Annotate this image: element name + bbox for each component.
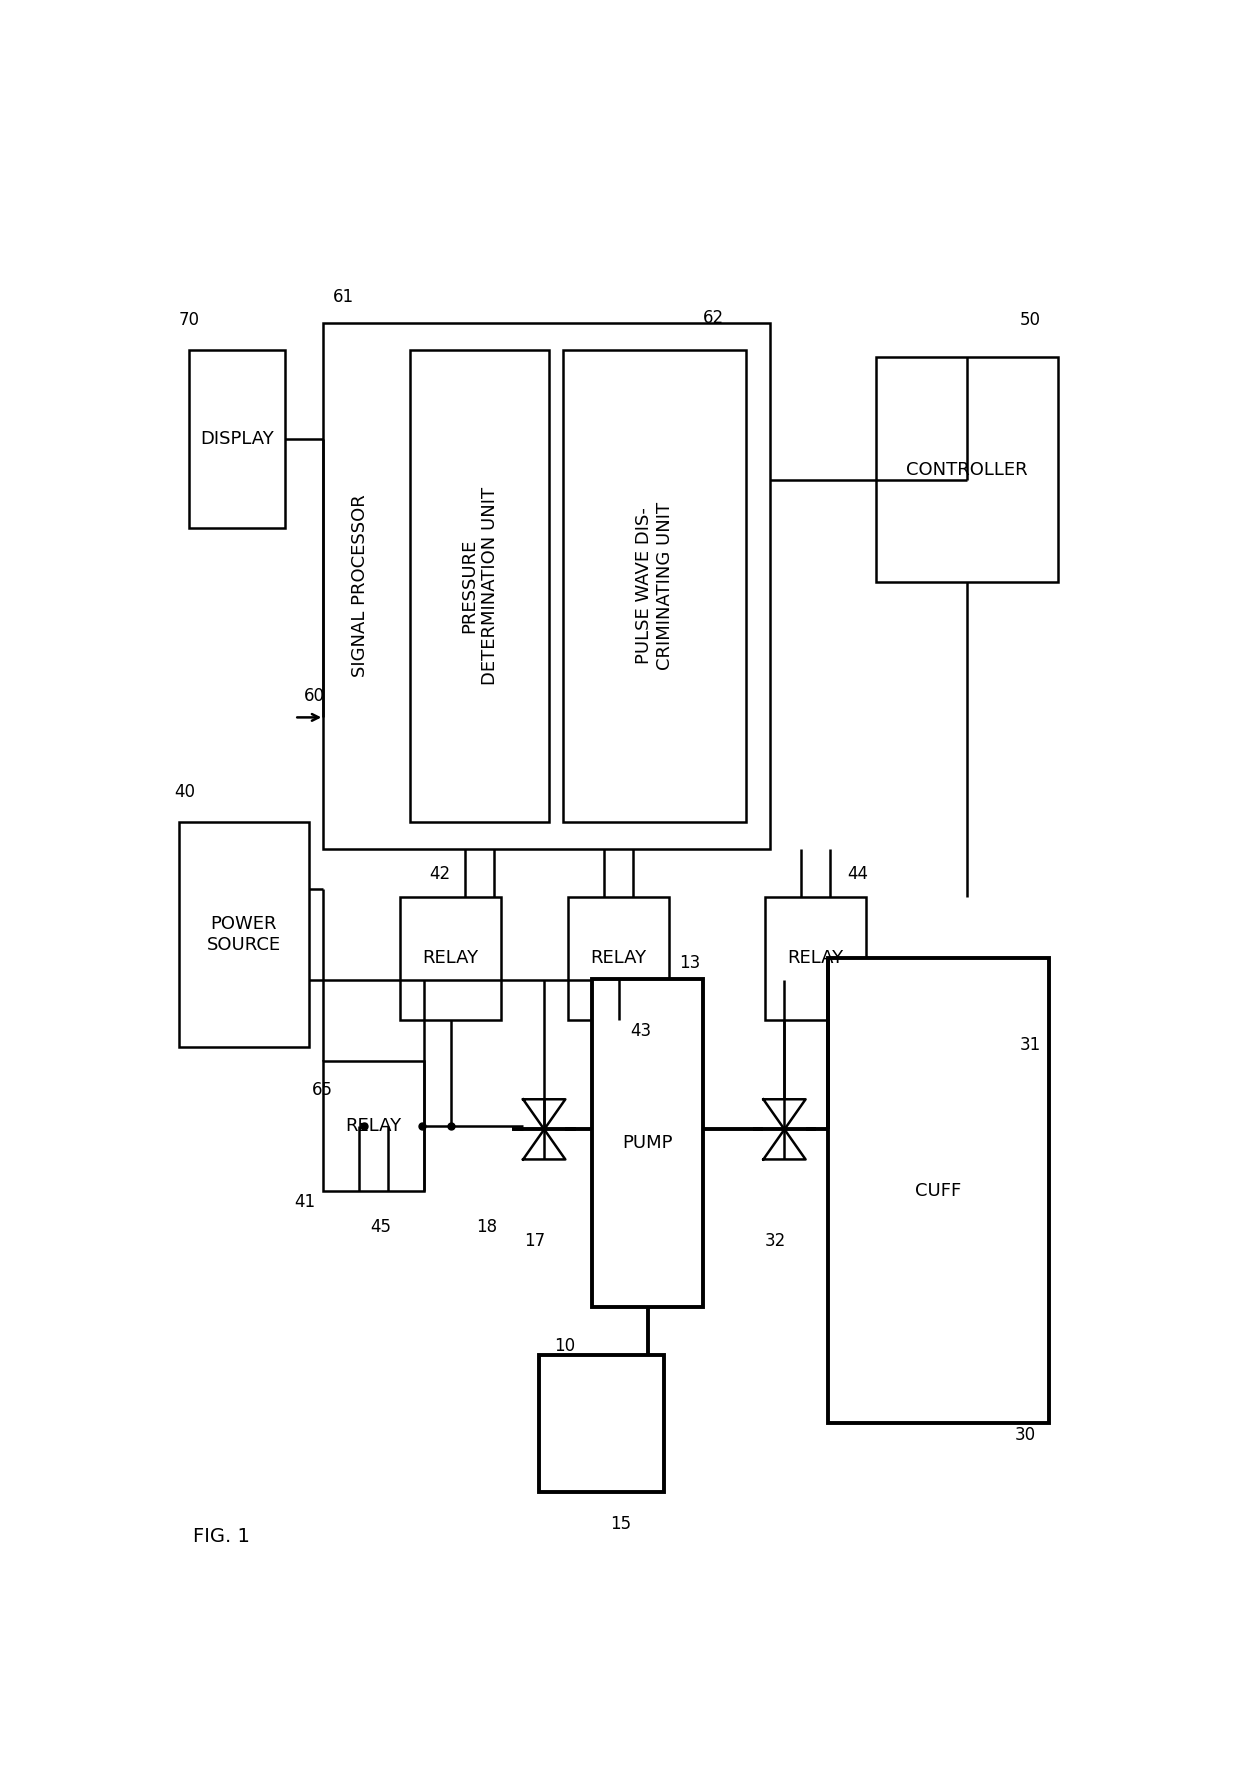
Text: 70: 70 [179,311,200,329]
Bar [765,897,866,1019]
Text: CONTROLLER: CONTROLLER [906,460,1028,478]
Text: 43: 43 [631,1023,652,1041]
Text: 41: 41 [294,1193,315,1211]
Text: PRESSURE
DETERMINATION UNIT: PRESSURE DETERMINATION UNIT [460,487,498,686]
Bar [593,979,703,1307]
Bar [324,323,770,849]
Text: 15: 15 [610,1515,631,1533]
Text: 30: 30 [1016,1426,1037,1444]
Text: 32: 32 [764,1233,785,1250]
Text: 65: 65 [311,1082,332,1099]
Text: 31: 31 [1019,1035,1042,1055]
Text: 62: 62 [703,309,724,327]
Text: 18: 18 [476,1218,497,1236]
Text: 61: 61 [332,288,353,305]
Text: RELAY: RELAY [590,950,647,968]
Text: POWER
SOURCE: POWER SOURCE [207,915,281,954]
Bar [188,350,285,527]
Bar [539,1355,665,1492]
Text: 44: 44 [847,865,868,883]
Text: PUMP: PUMP [622,1135,673,1153]
Text: SIGNAL PROCESSOR: SIGNAL PROCESSOR [351,494,368,677]
Text: 40: 40 [174,783,195,801]
Text: 45: 45 [371,1218,392,1236]
Bar [409,350,549,822]
Bar [563,350,746,822]
Text: 17: 17 [525,1233,546,1250]
Bar [828,959,1049,1423]
Text: 10: 10 [554,1337,575,1355]
Text: RELAY: RELAY [787,950,843,968]
Text: 42: 42 [429,865,450,883]
Text: 60: 60 [304,687,325,705]
Text: PULSE WAVE DIS-
CRIMINATING UNIT: PULSE WAVE DIS- CRIMINATING UNIT [635,501,675,670]
Text: RELAY: RELAY [423,950,479,968]
Bar [568,897,670,1019]
Text: FIG. 1: FIG. 1 [193,1527,250,1547]
Bar [324,1060,424,1192]
Text: DISPLAY: DISPLAY [200,430,274,448]
Text: 13: 13 [678,954,701,971]
Bar [401,897,501,1019]
Text: 50: 50 [1019,311,1040,329]
Text: CUFF: CUFF [915,1181,961,1201]
Bar [875,357,1058,583]
Text: RELAY: RELAY [346,1117,402,1135]
Bar [179,822,309,1048]
